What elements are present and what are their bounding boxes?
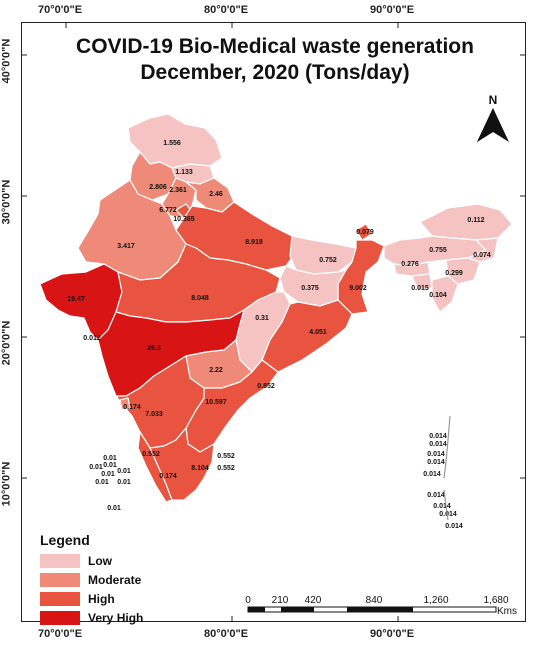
legend-swatch-low <box>40 554 80 568</box>
scale-tick-1260: 1,260 <box>423 595 448 606</box>
legend-label-very-high: Very High <box>88 611 144 625</box>
region-karnataka <box>115 355 205 449</box>
legend-title: Legend <box>40 532 90 548</box>
scale-tick-840: 840 <box>366 595 383 606</box>
legend: Legend Low Moderate High Very High <box>40 532 143 630</box>
region-sikkim <box>355 223 373 241</box>
lon-label-90-bottom: 90°0'0"E <box>370 628 415 640</box>
region-mizoram <box>431 275 459 313</box>
lon-label-80-bottom: 80°0'0"E <box>204 628 249 640</box>
legend-item-moderate: Moderate <box>40 573 143 587</box>
region-bihar <box>289 235 357 275</box>
region-tamil-nadu <box>149 427 215 501</box>
scale-tick-420: 420 <box>305 595 322 606</box>
north-arrow-icon: N <box>477 93 509 142</box>
map-title: COVID-19 Bio-Medical waste generation De… <box>30 34 520 86</box>
legend-label-moderate: Moderate <box>88 573 142 587</box>
legend-item-high: High <box>40 592 143 606</box>
scale-tick-210: 210 <box>272 595 289 606</box>
scale-tick-0: 0 <box>245 595 251 606</box>
scale-tick-1680: 1,680 <box>483 595 508 606</box>
legend-swatch-moderate <box>40 573 80 587</box>
region-goa <box>119 397 131 411</box>
legend-swatch-very-high <box>40 611 80 625</box>
scale-unit: Kms <box>497 606 517 617</box>
map-title-line2: December, 2020 (Tons/day) <box>140 61 410 84</box>
legend-label-high: High <box>88 592 115 606</box>
legend-item-low: Low <box>40 554 143 568</box>
region-jharkhand <box>279 265 347 307</box>
lon-label-80-top: 80°0'0"E <box>204 4 249 16</box>
region-west-bengal <box>337 239 385 315</box>
legend-item-very-high: Very High <box>40 611 143 625</box>
north-label: N <box>489 93 498 107</box>
map-title-line1: COVID-19 Bio-Medical waste generation <box>76 35 474 58</box>
lon-label-90-top: 90°0'0"E <box>370 4 415 16</box>
state-polygons <box>39 113 513 503</box>
region-odisha <box>261 299 353 373</box>
lon-label-70-top: 70°0'0"E <box>38 4 83 16</box>
lon-label-70-bottom: 70°0'0"E <box>38 628 83 640</box>
legend-label-low: Low <box>88 554 112 568</box>
legend-swatch-high <box>40 592 80 606</box>
